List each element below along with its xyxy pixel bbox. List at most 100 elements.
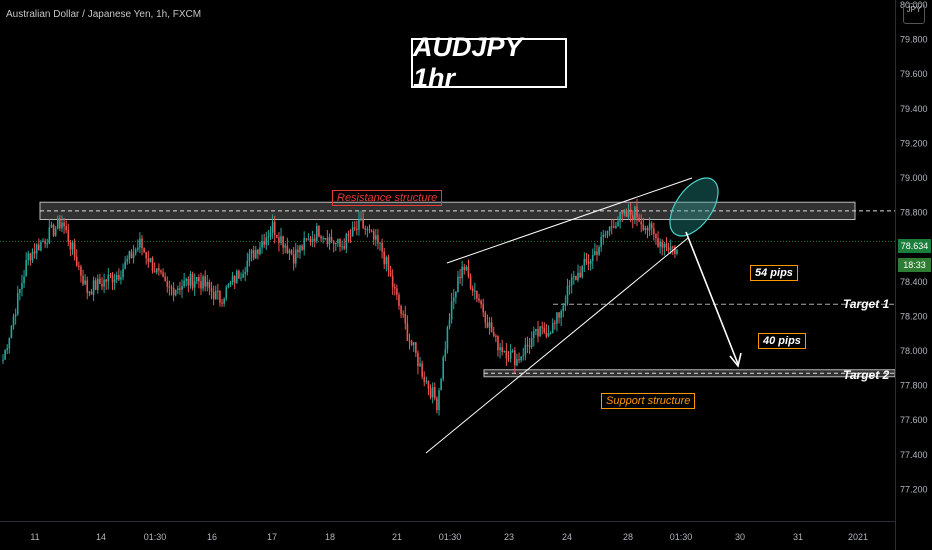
candle-body [575, 275, 577, 281]
candle-body [153, 271, 156, 273]
candle-body [631, 215, 634, 220]
candle-body [379, 242, 381, 244]
x-tick-label: 16 [207, 532, 217, 542]
candle-body [318, 226, 320, 237]
candle-body [73, 242, 76, 257]
candle-body [669, 246, 672, 250]
candle-body [90, 291, 93, 295]
candle-body [84, 280, 86, 285]
candle-body [52, 224, 55, 236]
candle-body [358, 219, 360, 230]
candle-body [80, 266, 82, 276]
candle-body [193, 281, 196, 288]
y-tick-label: 77.400 [900, 450, 928, 460]
candle-body [423, 376, 426, 382]
candle-body [99, 278, 101, 284]
candle-body [391, 275, 394, 287]
candle-body [208, 281, 211, 289]
candle-body [602, 234, 605, 237]
candle-body [410, 341, 413, 346]
candle-body [465, 267, 468, 271]
candle-body [240, 277, 242, 279]
candle-body [305, 238, 308, 240]
candle-body [124, 261, 126, 269]
candle-body [661, 241, 664, 248]
x-tick-label: 31 [793, 532, 803, 542]
candle-body [560, 311, 562, 318]
candle-body [343, 246, 346, 249]
candle-body [115, 275, 118, 280]
candle-body [250, 250, 253, 254]
candle-body [629, 209, 632, 216]
candle-body [431, 387, 434, 398]
time-axis-border [0, 521, 895, 522]
currency-badge[interactable]: JPY [903, 3, 925, 24]
candle-body [398, 294, 400, 306]
candle-body [482, 304, 485, 313]
x-tick-label: 30 [735, 532, 745, 542]
candle-body [516, 359, 518, 366]
candle-body [480, 300, 482, 305]
candle-body [532, 331, 535, 338]
candle-body [187, 278, 190, 286]
candle-body [69, 241, 72, 250]
candle-body [92, 280, 95, 295]
candle-body [524, 344, 527, 356]
candle-body [109, 274, 112, 276]
candle-body [16, 293, 19, 315]
candle-body [640, 221, 642, 225]
candle-body [185, 278, 188, 281]
candle-body [290, 250, 293, 255]
candle-body [520, 356, 522, 361]
candle-body [486, 322, 489, 328]
candle-body [377, 235, 379, 244]
candle-body [63, 222, 65, 227]
candle-body [164, 276, 166, 282]
candle-body [292, 254, 295, 264]
candle-body [21, 283, 23, 290]
candle-body [238, 270, 240, 279]
candle-body [130, 251, 133, 259]
candle-body [181, 286, 183, 290]
y-tick-label: 77.600 [900, 415, 928, 425]
candle-body [191, 273, 194, 288]
candle-body [368, 229, 371, 231]
candle-body [10, 325, 13, 338]
candle-body [341, 246, 343, 248]
candle-body [566, 286, 569, 304]
candle-body [427, 380, 430, 389]
candle-body [596, 251, 598, 255]
candle-body [210, 288, 213, 293]
y-tick-label: 77.200 [900, 484, 928, 494]
x-tick-label: 28 [623, 532, 633, 542]
candle-body [160, 270, 162, 273]
candle-body [425, 380, 428, 382]
candle-body [212, 292, 215, 300]
candle-body [294, 249, 297, 264]
x-tick-label: 24 [562, 532, 572, 542]
x-tick-label: 01:30 [670, 532, 693, 542]
candle-body [67, 230, 70, 242]
candle-body [151, 257, 154, 272]
candle-body [149, 257, 152, 263]
candle-body [650, 223, 653, 229]
candle-body [579, 272, 581, 278]
candle-body [613, 226, 615, 228]
candle-body [648, 223, 651, 231]
candle-body [227, 284, 230, 288]
candle-body [530, 337, 533, 347]
candle-body [219, 291, 221, 303]
candle-body [349, 235, 352, 237]
candle-body [147, 258, 150, 263]
candle-body [278, 237, 280, 244]
candle-body [172, 287, 175, 296]
candle-body [568, 285, 571, 287]
candle-body [71, 242, 74, 250]
candle-body [385, 257, 388, 265]
candle-body [33, 251, 36, 254]
candle-body [14, 314, 17, 317]
candle-body [541, 326, 543, 328]
candle-body [248, 253, 251, 261]
candle-body [655, 234, 657, 238]
